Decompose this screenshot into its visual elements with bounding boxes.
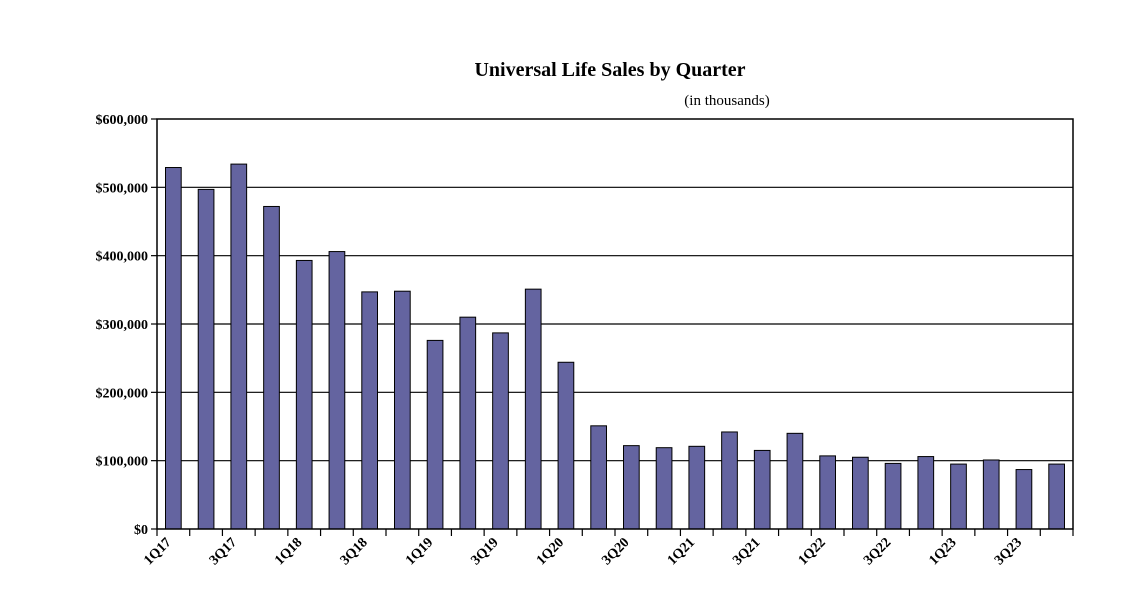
gridlines [157,186,1073,462]
x-tick-label: 1Q22 [796,535,829,568]
bar-3Q22 [884,462,902,530]
bar-2Q17 [197,188,215,530]
x-axis-ticks: 1Q17 3Q17 1Q18 3Q18 1Q19 3Q19 1Q20 3Q20 1Q21 3Q21… [141,529,1074,568]
bar-1Q23 [950,463,967,530]
x-tick-label: 3Q20 [599,535,632,568]
x-tick-label: 1Q19 [403,535,436,568]
y-tick-label: $600,000 [96,113,149,128]
x-tick-label: 1Q23 [927,535,960,568]
bar-2Q18 [328,251,346,530]
y-tick-label: $400,000 [96,250,149,265]
bar-4Q17 [263,205,280,530]
bar-1Q20 [557,361,575,530]
x-tick-label: 1Q17 [141,535,174,568]
bar-2Q20 [590,425,607,530]
bar-3Q23 [1015,469,1033,530]
bar-2Q19 [459,316,477,530]
y-tick-label: $100,000 [96,455,149,470]
y-axis-ticks: $0 $100,000 $200,000 $300,000 $400,000 $500,0… [96,113,157,538]
chart-subtitle: (in thousands) [684,93,770,109]
bar-4Q22 [917,456,935,530]
bar-1Q18 [295,259,313,530]
x-tick-label: 3Q21 [730,535,763,568]
bar-1Q21 [688,445,706,530]
bar-3Q20 [623,445,640,530]
bar-3Q17 [230,163,248,530]
bar-3Q18 [361,291,378,530]
x-tick-label: 3Q17 [207,535,240,568]
x-tick-label: 1Q21 [665,535,698,568]
x-tick-label: 3Q18 [338,535,371,568]
bar-4Q19 [524,288,542,530]
bar-4Q18 [394,290,411,530]
bar-1Q17 [165,167,182,530]
bar-3Q21 [753,449,771,530]
bar-2Q23 [982,459,1000,530]
x-tick-label: 3Q22 [861,535,894,568]
y-tick-label: $0 [134,523,148,538]
x-tick-label: 1Q20 [534,535,567,568]
bar-4Q23 [1048,463,1065,530]
bar-3Q19 [492,332,509,530]
chart-title: Universal Life Sales by Quarter [474,59,746,81]
bar-4Q21 [786,432,804,530]
bar-4Q20 [655,447,673,530]
bar-2Q21 [721,431,738,530]
y-tick-label: $200,000 [96,386,149,401]
bar-1Q22 [819,455,836,530]
bar-1Q19 [426,339,444,530]
y-tick-label: $300,000 [96,318,149,333]
y-tick-label: $500,000 [96,181,149,196]
bar-2Q22 [852,456,869,530]
bars [165,163,1065,530]
x-tick-label: 1Q18 [272,535,305,568]
x-tick-label: 3Q19 [469,535,502,568]
x-tick-label: 3Q23 [992,535,1025,568]
